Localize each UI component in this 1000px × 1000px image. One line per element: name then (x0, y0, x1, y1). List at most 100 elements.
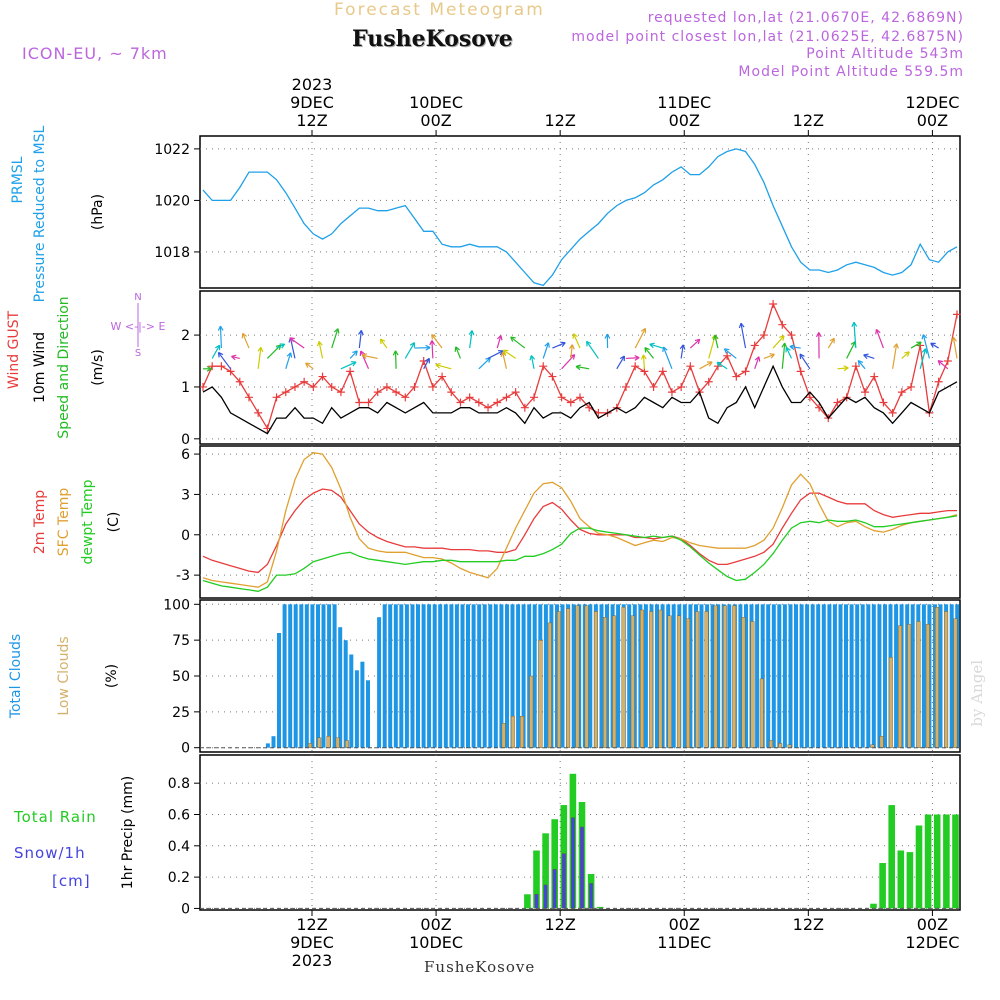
y-axis-label: dewpt Temp (80, 479, 96, 564)
total-cloud-bar (671, 604, 676, 748)
gust-marker (300, 377, 309, 386)
wind-direction-arrow (716, 361, 728, 370)
total-cloud-bar (832, 604, 837, 748)
wind-direction-arrowhead (707, 361, 713, 367)
chart-marks (199, 148, 961, 909)
low-cloud-bar (667, 615, 672, 748)
total-cloud-bar (360, 661, 365, 748)
total-cloud-bar (588, 604, 593, 748)
wind-direction-arrowhead (712, 334, 719, 341)
low-cloud-bar (575, 605, 580, 748)
wind-direction-arrow (714, 334, 719, 349)
wind-direction-arrowhead (738, 322, 745, 329)
total-cloud-bar (744, 604, 748, 748)
wind-direction-arrowhead (586, 340, 592, 347)
low-cloud-bar (898, 625, 902, 748)
wind-direction-arrowhead (769, 353, 775, 359)
wind-direction-arrow (285, 352, 292, 369)
x-tick-label-bottom: 11DEC (657, 933, 711, 952)
total-cloud-bar (354, 670, 359, 748)
low-cloud-bar (658, 609, 663, 748)
wind-direction-arrowhead (425, 344, 431, 351)
gust-marker (327, 382, 336, 391)
total-cloud-bar (288, 604, 293, 748)
wind-direction-arrow (857, 360, 866, 370)
gust-marker (723, 351, 732, 360)
wind-direction-arrowhead (634, 354, 640, 361)
wind-direction-arrow (634, 328, 646, 349)
gust-marker (520, 403, 529, 412)
gust-marker (888, 408, 897, 417)
gust-marker (382, 382, 391, 391)
wind-direction-arrowhead (851, 321, 858, 328)
rain-bar (906, 852, 914, 909)
gust-marker (530, 393, 539, 402)
wind-direction-arrowhead (694, 338, 701, 345)
gust-marker (364, 398, 373, 407)
total-cloud-bar (616, 604, 621, 748)
gust-marker (934, 377, 943, 386)
panel-frame-pressure (199, 135, 961, 289)
wind-direction-arrowhead (316, 341, 323, 347)
total-cloud-bar (788, 604, 793, 748)
gust-marker (796, 367, 805, 376)
wind-direction-arrow (404, 342, 415, 359)
total-cloud-bar (404, 604, 409, 748)
footer-station-name: FusheKosove (424, 958, 536, 976)
total-cloud-bar (505, 604, 509, 748)
total-cloud-bar (349, 654, 354, 748)
wind-direction-arrow (362, 354, 378, 360)
wind-direction-arrow (231, 355, 240, 360)
wind-direction-arrow (625, 357, 640, 360)
gust-marker (566, 398, 575, 407)
wind-direction-arrowhead (454, 346, 461, 352)
total-cloud-bar (766, 604, 771, 748)
rain-bar (879, 863, 886, 909)
wind-direction-arrowhead (231, 354, 237, 361)
total-cloud-bar (688, 604, 693, 748)
wind-direction-arrowhead (497, 350, 504, 356)
low-cloud-bar (907, 624, 912, 748)
wind-direction-arrow (501, 351, 508, 369)
total-cloud-bar (282, 604, 287, 748)
snow-bar (580, 826, 584, 909)
gust-marker (870, 372, 879, 381)
x-tick-label-bottom: 12Z (296, 915, 327, 934)
rain-bar (524, 894, 531, 909)
panel-frame-wind (199, 290, 961, 445)
wind-direction-arrowhead (206, 365, 212, 372)
low-cloud-bar (741, 617, 746, 748)
total-cloud-bar (560, 604, 565, 748)
low-cloud-bar (769, 740, 773, 748)
total-cloud-bar (710, 604, 715, 748)
y-tick-label: 0.2 (168, 870, 190, 886)
gust-marker (355, 398, 364, 407)
gust-marker (199, 382, 207, 391)
wind-direction-arrow (510, 336, 526, 349)
gust-marker (704, 377, 713, 386)
total-cloud-bar (332, 604, 337, 748)
low-cloud-bar (888, 657, 893, 748)
wind-direction-arrow (358, 330, 362, 349)
wind-direction-arrow (431, 334, 443, 349)
total-cloud-bar (571, 604, 576, 748)
wind-direction-arrow (689, 338, 701, 349)
wind-direction-arrowhead (529, 355, 536, 361)
total-cloud-bar (627, 604, 632, 748)
total-cloud-bar (438, 604, 443, 748)
y-tick-label: 0 (181, 741, 190, 757)
wind-direction-arrow (616, 355, 625, 370)
wind-direction-arrowhead (544, 342, 550, 348)
low-cloud-bar (704, 611, 709, 748)
wind-direction-arrowhead (435, 362, 441, 369)
x-tick-label-bottom: 00Z (669, 915, 700, 934)
x-tick-label-top: 11DEC (657, 93, 711, 112)
x-tick-label-top: 9DEC (290, 93, 334, 112)
y-axis-label: PRMSL (10, 156, 26, 203)
total-cloud-bar (871, 604, 876, 748)
wind-direction-arrowhead (257, 346, 264, 353)
wind-direction-arrow (242, 333, 250, 349)
total-cloud-bar (910, 604, 915, 748)
